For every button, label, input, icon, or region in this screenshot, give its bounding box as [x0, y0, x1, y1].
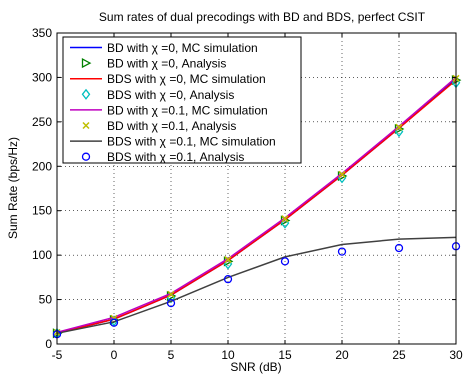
y-tick-label: 300 [32, 70, 52, 84]
series-6-point [167, 290, 175, 298]
series-7-line [56, 236, 457, 335]
series-6-point [395, 123, 403, 131]
legend-label: BDS with χ =0, Analysis [107, 88, 234, 102]
legend-swatch-marker [81, 58, 92, 69]
legend-item-3: BDS with χ =0, MC simulation [70, 72, 266, 86]
x-tick-label: -5 [52, 348, 63, 362]
y-axis-label: Sum Rate (bps/Hz) [6, 137, 20, 239]
legend-label: BDS with χ =0, MC simulation [107, 72, 266, 86]
legend: BD with χ =0, MC simulation BD with χ =0,… [62, 36, 302, 164]
legend-box [62, 36, 302, 164]
legend-item-1: BD with χ =0, MC simulation [70, 41, 258, 55]
series-layer [52, 74, 462, 339]
y-tick-label: 150 [32, 204, 52, 218]
legend-swatch-marker [82, 121, 90, 130]
legend-label: BDS with χ =0.1, Analysis [107, 150, 244, 164]
series-3 [56, 79, 457, 335]
legend-label: BD with χ =0, Analysis [107, 57, 226, 71]
series-8-point [280, 257, 290, 266]
y-tick-label: 50 [39, 293, 53, 307]
y-tick-label: 250 [32, 115, 52, 129]
series-8-point [166, 298, 176, 308]
legend-label: BDS with χ =0.1, MC simulation [107, 135, 276, 149]
x-axis-label: SNR (dB) [230, 360, 281, 374]
legend-item-8: BDS with χ =0.1, Analysis [81, 150, 244, 164]
legend-label: BD with χ =0.1, Analysis [107, 119, 236, 133]
legend-label: BD with χ =0.1, MC simulation [107, 103, 268, 117]
series-7 [56, 236, 457, 335]
legend-item-2: BD with χ =0, Analysis [81, 57, 226, 71]
series-8-point [394, 243, 404, 253]
x-tick-label: 15 [278, 348, 292, 362]
legend-item-4: BDS with χ =0, Analysis [81, 88, 234, 102]
legend-item-5: BD with χ =0.1, MC simulation [70, 103, 268, 117]
series-5 [56, 76, 457, 334]
y-tick-label: 0 [45, 337, 52, 351]
legend-swatch-marker [81, 88, 91, 100]
legend-item-7: BDS with χ =0.1, MC simulation [70, 135, 276, 149]
series-5-line [56, 76, 457, 334]
y-tick-label: 350 [32, 26, 52, 40]
legend-swatch-marker [81, 152, 91, 161]
y-tick-label: 100 [32, 248, 52, 262]
series-8-point [337, 247, 347, 256]
legend-item-6: BD with χ =0.1, Analysis [82, 119, 236, 133]
series-8-point [223, 274, 233, 284]
series-6-point [281, 215, 289, 223]
series-6-point [224, 256, 232, 264]
y-tick-label: 200 [32, 159, 52, 173]
axes-box [56, 32, 457, 345]
chart-title: Sum rates of dual precodings with BD and… [99, 10, 426, 24]
series-6-point [338, 170, 346, 178]
x-tick-label: 5 [168, 348, 175, 362]
x-tick-label: 10 [221, 348, 235, 362]
x-tick-label: 20 [335, 348, 349, 362]
legend-label: BD with χ =0, MC simulation [107, 41, 258, 55]
series-3-line [56, 79, 457, 335]
series-8-point [109, 318, 119, 327]
x-tick-label: 25 [392, 348, 406, 362]
x-tick-label: 30 [449, 348, 463, 362]
x-tick-label: 0 [111, 348, 118, 362]
